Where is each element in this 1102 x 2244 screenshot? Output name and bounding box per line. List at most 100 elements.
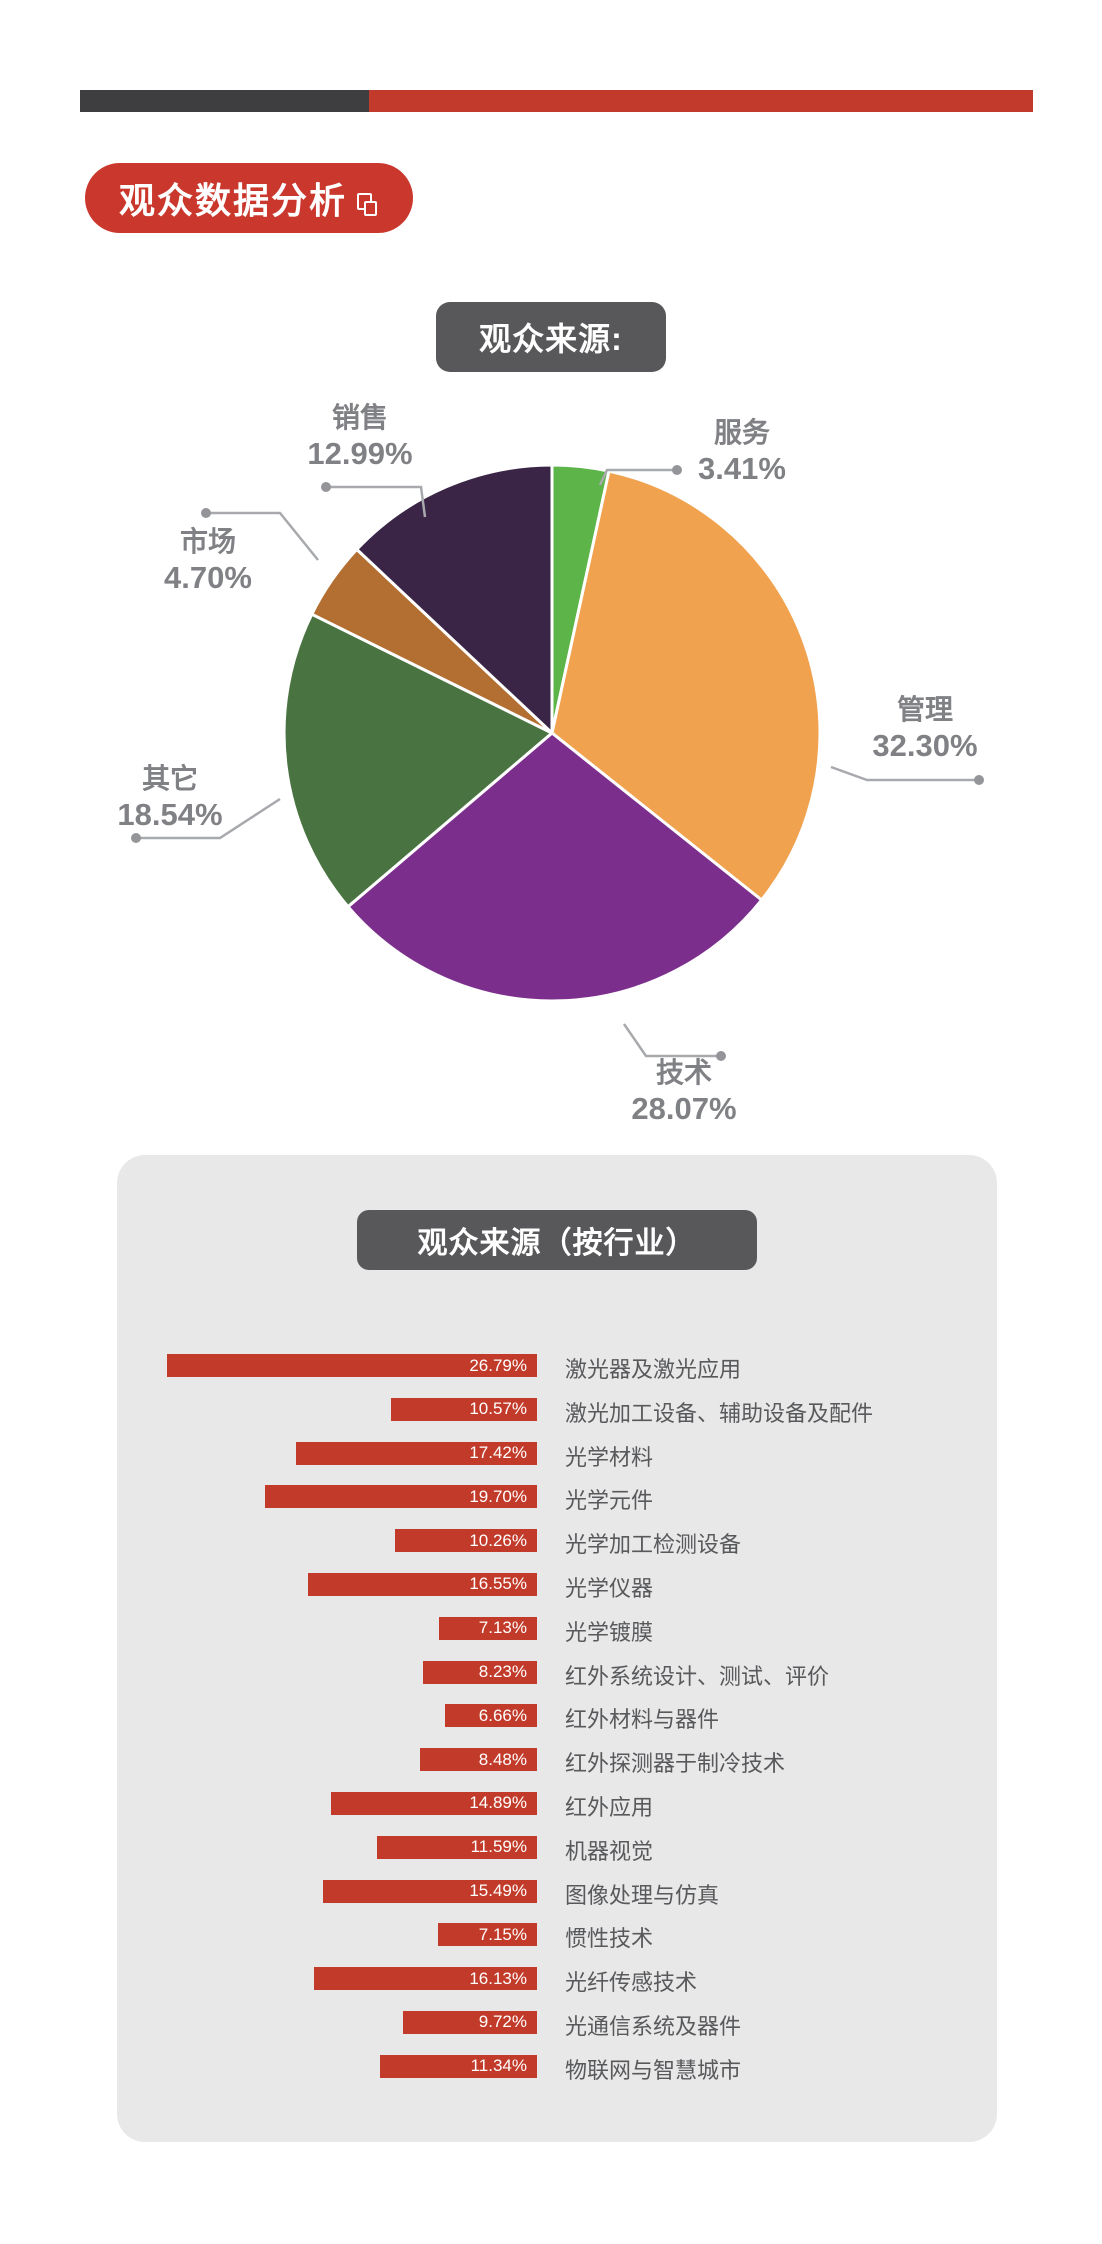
industry-bar: 10.26% — [395, 1529, 537, 1553]
industry-bar-label: 图像处理与仿真 — [565, 1882, 720, 1908]
industry-bar-value: 6.66% — [478, 1705, 527, 1725]
pie-label-fuwu: 服务 3.41% — [632, 417, 852, 489]
pie-chart: 服务 3.41% 管理 32.30% 技术 28.07% 其它 18.54% 市… — [60, 402, 1035, 1129]
leader-line-shichang — [206, 511, 319, 561]
leader-dot-guanli — [974, 775, 984, 785]
industry-bar-label: 红外系统设计、测试、评价 — [565, 1663, 830, 1689]
industry-bar-value: 19.70% — [469, 1486, 527, 1506]
industry-bar-value: 11.59% — [470, 1837, 527, 1857]
industry-bar-label: 红外材料与器件 — [565, 1707, 720, 1733]
industry-bar-value: 10.57% — [469, 1399, 527, 1419]
industry-row: 15.49% 图像处理与仿真 — [117, 1870, 997, 1914]
industry-bar-label: 红外应用 — [565, 1794, 654, 1820]
industry-bar: 9.72% — [403, 2010, 537, 2034]
leader-dot-xiaoshou — [321, 482, 331, 492]
industry-row: 11.59% 机器视觉 — [117, 1826, 997, 1870]
pie-section-title: 观众来源: — [479, 321, 623, 357]
industry-bar-value: 14.89% — [469, 1793, 527, 1813]
page-title-badge: 观众数据分析 — [85, 163, 414, 233]
copy-icon — [357, 193, 379, 217]
page-title: 观众数据分析 — [119, 180, 348, 221]
industry-section-title: 观众来源（按行业） — [417, 1227, 697, 1260]
leader-line-qita — [136, 797, 281, 840]
industry-section-badge: 观众来源（按行业） — [357, 1210, 757, 1270]
industry-row: 9.72% 光通信系统及器件 — [117, 2001, 997, 2045]
industry-bar: 11.59% — [377, 1835, 537, 1859]
industry-bar: 11.34% — [380, 2054, 537, 2078]
pie-label-value: 4.70% — [164, 560, 252, 595]
industry-row: 6.66% 红外材料与器件 — [117, 1694, 997, 1738]
industry-bar-label: 激光加工设备、辅助设备及配件 — [565, 1400, 874, 1426]
industry-bar-chart: 26.79% 激光器及激光应用 10.57% 激光加工设备、辅助设备及配件 17.42%… — [117, 1344, 997, 2089]
top-decorative-bar — [80, 90, 1033, 112]
top-bar-red-segment — [369, 90, 1033, 112]
pie-slice-jishu — [346, 731, 764, 1003]
industry-bar-label: 光学仪器 — [565, 1575, 654, 1601]
industry-row: 7.13% 光学镀膜 — [117, 1607, 997, 1651]
pie-label-name: 技术 — [655, 1057, 712, 1088]
pie-label-name: 市场 — [179, 526, 236, 557]
pie-label-qita: 其它 18.54% — [60, 763, 280, 835]
industry-bar: 14.89% — [331, 1791, 537, 1815]
industry-bar-value: 7.13% — [478, 1618, 527, 1638]
pie-slices — [282, 463, 822, 1003]
pie-label-value: 12.99% — [307, 436, 413, 471]
leader-dot-fuwu — [672, 465, 682, 475]
industry-row: 14.89% 红外应用 — [117, 1782, 997, 1826]
industry-bar-value: 7.15% — [478, 1924, 527, 1944]
top-bar-dark-segment — [80, 90, 369, 112]
industry-row: 19.70% 光学元件 — [117, 1475, 997, 1519]
pie-slice-xiaoshou — [355, 463, 554, 735]
pie-label-name: 服务 — [713, 417, 770, 448]
industry-bar: 15.49% — [323, 1879, 537, 1903]
pie-label-name: 其它 — [141, 763, 198, 794]
leader-dot-qita — [131, 833, 141, 843]
industry-bar-value: 16.13% — [469, 1968, 527, 1988]
industry-row: 10.26% 光学加工检测设备 — [117, 1519, 997, 1563]
industry-bar-label: 光通信系统及器件 — [565, 2013, 742, 2039]
pie-slice-guanli — [550, 469, 822, 902]
pie-label-xiaoshou: 销售 12.99% — [250, 402, 470, 474]
industry-bar: 10.57% — [391, 1397, 537, 1421]
pie-label-value: 28.07% — [631, 1091, 737, 1126]
leader-dot-shichang — [201, 508, 211, 518]
industry-bar-value: 11.34% — [470, 2056, 527, 2076]
industry-bar: 17.42% — [296, 1441, 537, 1465]
industry-bar: 7.15% — [438, 1923, 537, 1947]
pie-label-value: 18.54% — [117, 797, 223, 832]
industry-bar: 7.13% — [439, 1616, 537, 1640]
industry-row: 8.48% 红外探测器于制冷技术 — [117, 1738, 997, 1782]
leader-line-xiaoshou — [326, 485, 427, 518]
industry-panel: 观众来源（按行业） 26.79% 激光器及激光应用 10.57% 激光加工设备、辅助设… — [117, 1155, 997, 2142]
leader-line-fuwu — [598, 468, 677, 486]
leader-dot-jishu — [716, 1051, 726, 1061]
industry-bar-value: 9.72% — [478, 2012, 527, 2032]
industry-bar-label: 光学镀膜 — [565, 1619, 654, 1645]
industry-bar-label: 光学加工检测设备 — [565, 1532, 742, 1558]
industry-bar-label: 激光器及激光应用 — [565, 1357, 742, 1382]
leader-line-guanli — [830, 765, 979, 782]
pie-label-shichang: 市场 4.70% — [98, 526, 318, 598]
pie-section-badge: 观众来源: — [436, 302, 666, 372]
pie-label-jishu: 技术 28.07% — [574, 1057, 794, 1129]
industry-bar-label: 物联网与智慧城市 — [565, 2057, 742, 2083]
pie-label-guanli: 管理 32.30% — [815, 694, 1035, 766]
industry-bar: 8.23% — [423, 1660, 537, 1684]
leader-line-jishu — [622, 1023, 721, 1058]
industry-bar-label: 光学材料 — [565, 1444, 654, 1470]
pie-label-value: 32.30% — [872, 728, 978, 763]
industry-bar-value: 10.26% — [469, 1530, 527, 1550]
industry-bar-label: 惯性技术 — [565, 1926, 654, 1952]
industry-row: 16.55% 光学仪器 — [117, 1563, 997, 1607]
industry-row: 11.34% 物联网与智慧城市 — [117, 2045, 997, 2089]
industry-row: 17.42% 光学材料 — [117, 1432, 997, 1476]
pie-slice-qita — [282, 612, 554, 909]
industry-bar-label: 光学元件 — [565, 1488, 654, 1514]
industry-row: 7.15% 惯性技术 — [117, 1913, 997, 1957]
industry-bar-value: 17.42% — [469, 1443, 527, 1463]
industry-bar-value: 26.79% — [469, 1355, 527, 1375]
industry-row: 10.57% 激光加工设备、辅助设备及配件 — [117, 1388, 997, 1432]
industry-bar-label: 光纤传感技术 — [565, 1970, 698, 1996]
industry-row: 8.23% 红外系统设计、测试、评价 — [117, 1651, 997, 1695]
